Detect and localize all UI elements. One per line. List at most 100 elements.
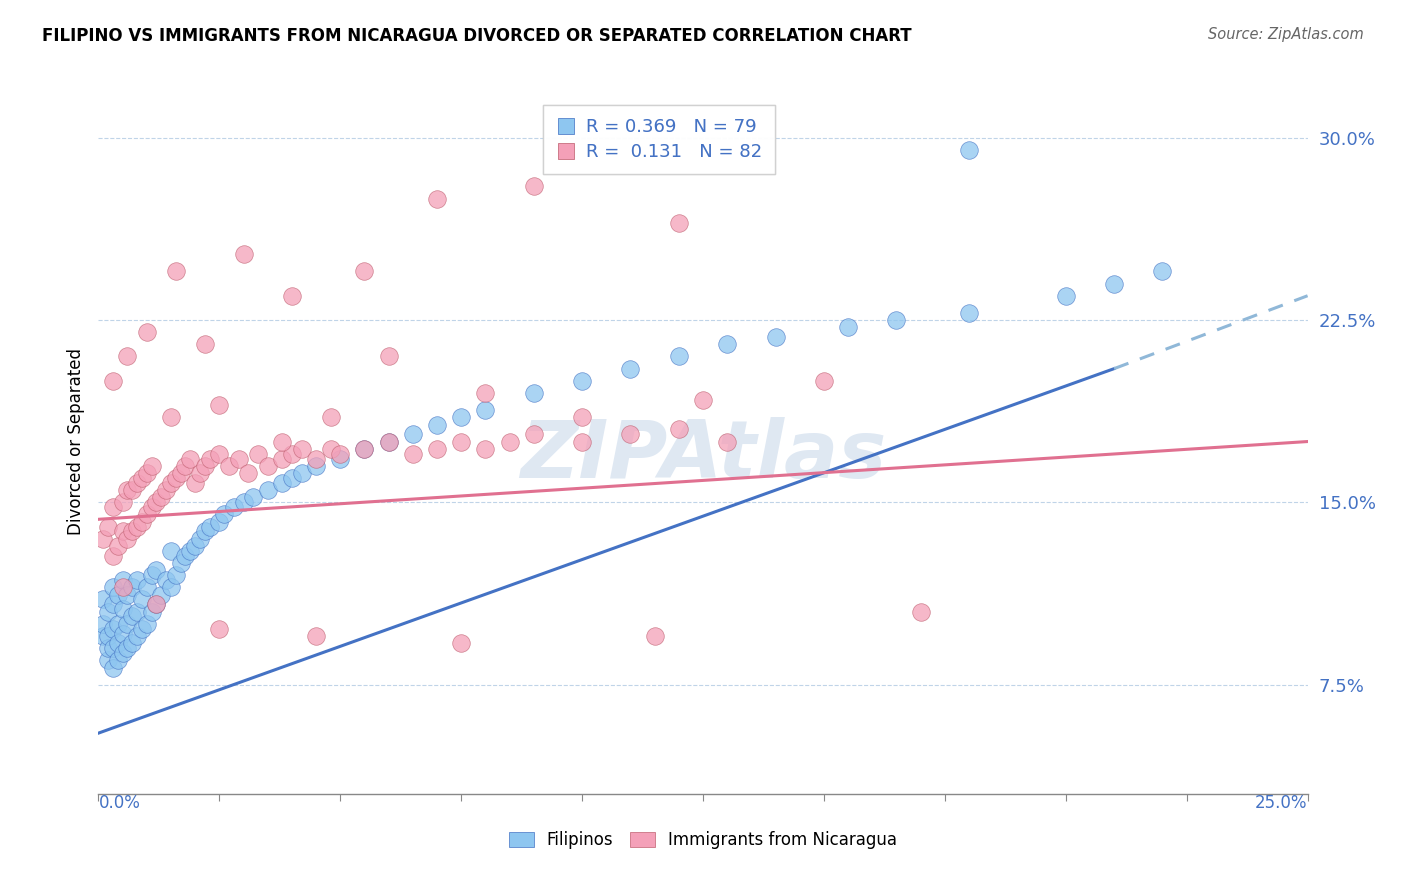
Point bbox=[127, 475, 149, 490]
Point bbox=[765, 330, 787, 344]
Point bbox=[957, 143, 980, 157]
Point bbox=[668, 422, 690, 436]
Point bbox=[188, 532, 211, 546]
Point bbox=[1054, 289, 1077, 303]
Point bbox=[194, 524, 217, 539]
Point bbox=[179, 451, 201, 466]
Point bbox=[127, 605, 149, 619]
Point bbox=[184, 539, 207, 553]
Point bbox=[169, 556, 191, 570]
Point bbox=[111, 495, 134, 509]
Point bbox=[232, 247, 254, 261]
Point bbox=[91, 532, 114, 546]
Point bbox=[450, 434, 472, 449]
Point bbox=[131, 592, 153, 607]
Point bbox=[474, 386, 496, 401]
Point bbox=[145, 598, 167, 612]
Point bbox=[644, 629, 666, 643]
Point bbox=[377, 434, 399, 449]
Point bbox=[111, 580, 134, 594]
Point bbox=[101, 580, 124, 594]
Point bbox=[121, 636, 143, 650]
Point bbox=[305, 458, 328, 473]
Point bbox=[319, 442, 342, 456]
Point bbox=[426, 417, 449, 432]
Point bbox=[131, 622, 153, 636]
Point bbox=[208, 447, 231, 461]
Point bbox=[238, 466, 260, 480]
Point bbox=[160, 475, 183, 490]
Point bbox=[111, 602, 134, 616]
Point bbox=[450, 636, 472, 650]
Point bbox=[377, 434, 399, 449]
Point bbox=[886, 313, 908, 327]
Point bbox=[135, 580, 157, 594]
Point bbox=[107, 616, 129, 631]
Point bbox=[135, 616, 157, 631]
Point bbox=[319, 410, 342, 425]
Point bbox=[107, 636, 129, 650]
Point bbox=[97, 641, 120, 656]
Point bbox=[150, 588, 173, 602]
Point bbox=[813, 374, 835, 388]
Point bbox=[426, 442, 449, 456]
Point bbox=[305, 451, 328, 466]
Point bbox=[165, 568, 187, 582]
Text: 25.0%: 25.0% bbox=[1256, 794, 1308, 812]
Point bbox=[97, 629, 120, 643]
Point bbox=[208, 398, 231, 412]
Point bbox=[97, 653, 120, 667]
Point bbox=[271, 475, 294, 490]
Text: ZIPAtlas: ZIPAtlas bbox=[520, 417, 886, 495]
Point bbox=[101, 641, 124, 656]
Point bbox=[271, 451, 294, 466]
Point bbox=[232, 495, 254, 509]
Text: Source: ZipAtlas.com: Source: ZipAtlas.com bbox=[1208, 27, 1364, 42]
Point bbox=[101, 598, 124, 612]
Point bbox=[97, 519, 120, 533]
Point bbox=[281, 289, 304, 303]
Point bbox=[101, 622, 124, 636]
Point bbox=[1152, 264, 1174, 278]
Point bbox=[523, 179, 546, 194]
Point bbox=[188, 466, 211, 480]
Point bbox=[121, 483, 143, 497]
Point bbox=[329, 447, 352, 461]
Point bbox=[131, 515, 153, 529]
Point bbox=[402, 447, 425, 461]
Point bbox=[256, 483, 278, 497]
Point bbox=[377, 350, 399, 364]
Point bbox=[117, 532, 139, 546]
Point bbox=[305, 629, 328, 643]
Point bbox=[290, 466, 312, 480]
Point bbox=[957, 306, 980, 320]
Point bbox=[111, 573, 134, 587]
Point bbox=[426, 192, 449, 206]
Point bbox=[668, 350, 690, 364]
Point bbox=[141, 568, 163, 582]
Point bbox=[91, 616, 114, 631]
Text: 0.0%: 0.0% bbox=[98, 794, 141, 812]
Point bbox=[174, 458, 197, 473]
Point bbox=[290, 442, 312, 456]
Point bbox=[198, 451, 221, 466]
Point bbox=[571, 434, 593, 449]
Point bbox=[498, 434, 520, 449]
Point bbox=[160, 410, 183, 425]
Point bbox=[247, 447, 270, 461]
Point bbox=[198, 519, 221, 533]
Point bbox=[141, 458, 163, 473]
Point bbox=[111, 626, 134, 640]
Point bbox=[117, 350, 139, 364]
Point bbox=[101, 500, 124, 515]
Point bbox=[127, 629, 149, 643]
Point bbox=[107, 653, 129, 667]
Point bbox=[179, 544, 201, 558]
Y-axis label: Divorced or Separated: Divorced or Separated bbox=[66, 348, 84, 535]
Point bbox=[131, 471, 153, 485]
Point bbox=[1102, 277, 1125, 291]
Point bbox=[668, 216, 690, 230]
Point bbox=[208, 515, 231, 529]
Point bbox=[271, 434, 294, 449]
Point bbox=[692, 393, 714, 408]
